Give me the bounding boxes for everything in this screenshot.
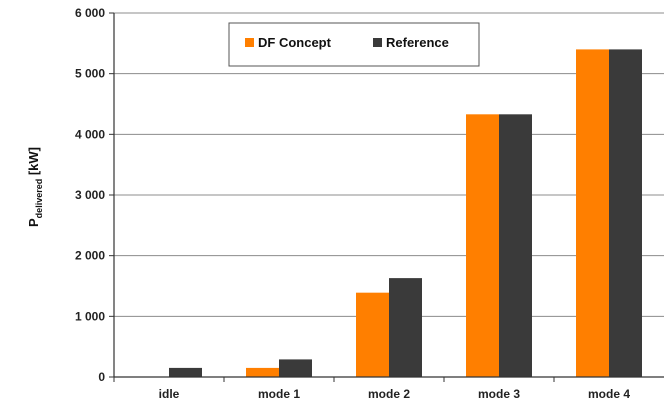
gridlines	[114, 12, 664, 317]
x-tick-label: mode 4	[588, 387, 630, 401]
x-tick-label: idle	[159, 387, 180, 401]
y-axis-label-unit: [kW]	[26, 147, 41, 179]
y-tick-label: 2 000	[75, 249, 105, 263]
y-axis-label: Pdelivered [kW]	[26, 147, 44, 227]
legend-label-reference: Reference	[386, 35, 449, 50]
bar-reference	[389, 278, 422, 377]
legend-swatch-reference	[373, 38, 382, 47]
bar-df-concept	[356, 292, 389, 377]
bar-reference	[609, 49, 642, 378]
bar-reference	[169, 367, 202, 377]
y-tick-label: 1 000	[75, 309, 105, 323]
bar-reference	[499, 114, 532, 378]
x-tick-labels: idle mode 1 mode 2 mode 3 mode 4	[159, 387, 631, 401]
y-axis-label-main: P	[26, 218, 41, 227]
bar-df-concept	[246, 367, 279, 377]
legend: DF Concept Reference	[228, 22, 480, 67]
y-axis-label-subscript: delivered	[34, 179, 44, 219]
bar-df-concept	[466, 114, 499, 378]
legend-label-df-concept: DF Concept	[258, 35, 332, 50]
y-tick-labels: 0 1 000 2 000 3 000 4 000 5 000 6 000	[75, 6, 105, 384]
y-tick-label: 4 000	[75, 127, 105, 141]
x-tick-label: mode 2	[368, 387, 410, 401]
axes	[109, 12, 664, 382]
y-tick-label: 3 000	[75, 188, 105, 202]
x-tick-label: mode 1	[258, 387, 300, 401]
x-tick-label: mode 3	[478, 387, 520, 401]
y-tick-label: 5 000	[75, 67, 105, 81]
y-tick-label: 6 000	[75, 6, 105, 20]
bar-df-concept	[576, 49, 609, 378]
bars	[169, 49, 642, 378]
bar-reference	[279, 359, 312, 377]
legend-box	[228, 22, 480, 67]
y-tick-label: 0	[98, 370, 105, 384]
legend-swatch-df-concept	[245, 38, 254, 47]
